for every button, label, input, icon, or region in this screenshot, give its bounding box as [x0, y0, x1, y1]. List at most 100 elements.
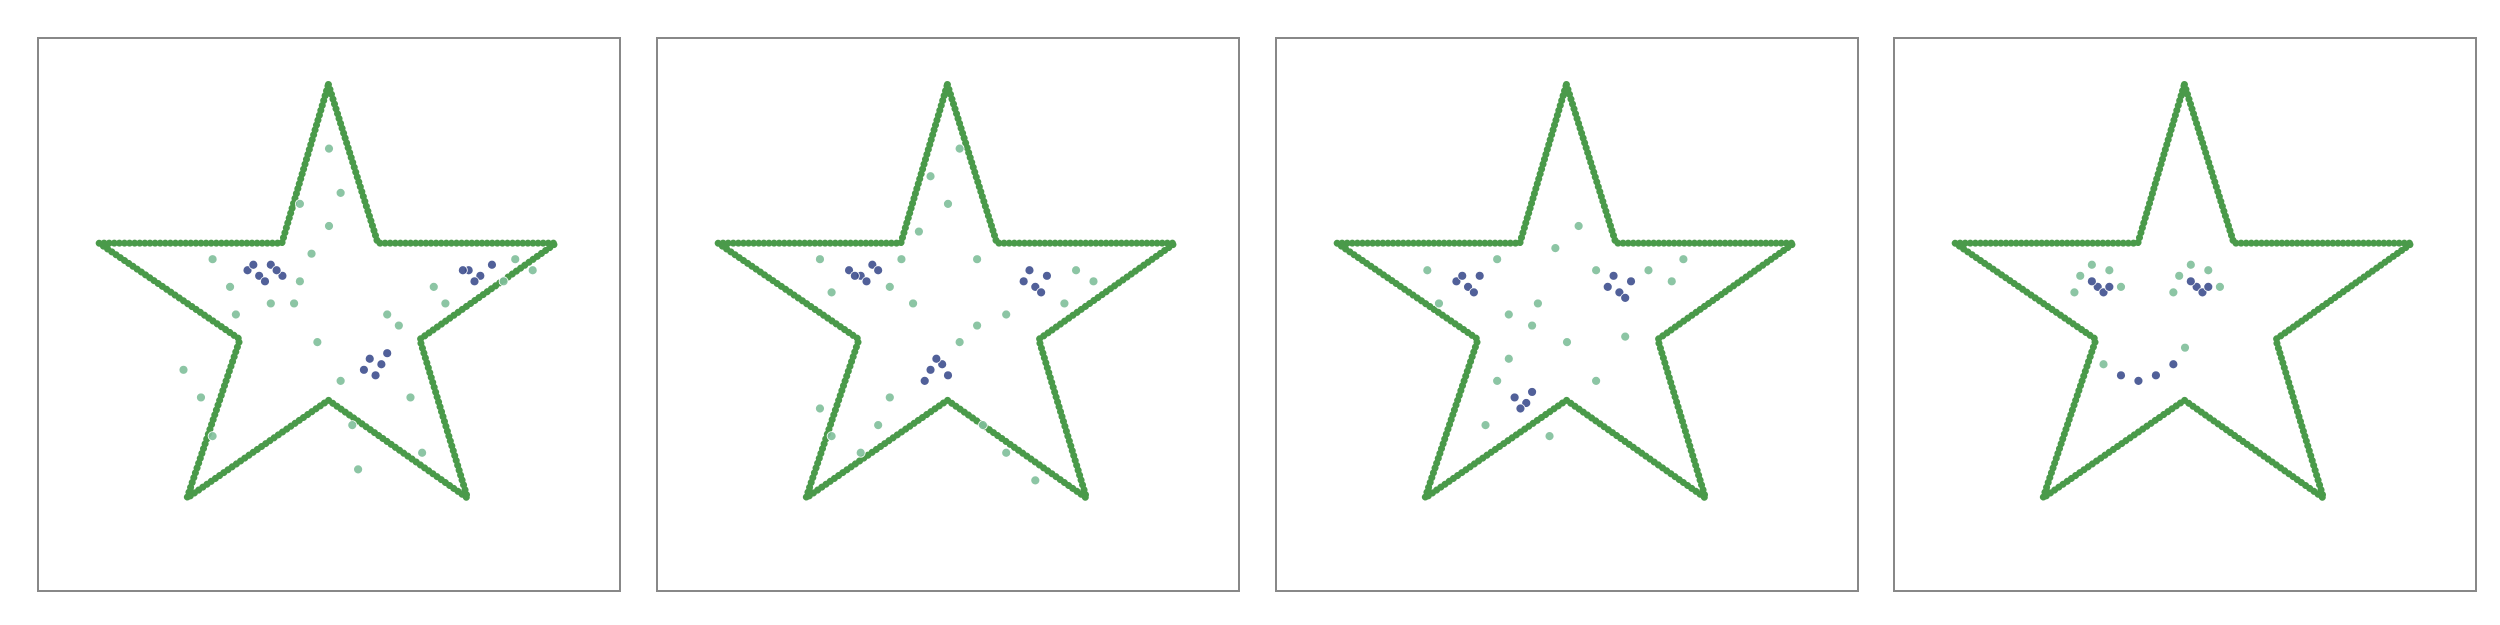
scatter-point — [271, 265, 282, 276]
scatter-point — [925, 171, 936, 182]
scatter-point — [306, 248, 317, 259]
scatter-point — [972, 254, 982, 265]
scatter-point — [2174, 270, 2185, 281]
scatter-point — [1643, 265, 1654, 276]
scatter-point — [2185, 276, 2196, 287]
scatter-point — [230, 309, 241, 320]
scatter-point — [289, 298, 299, 309]
scatter-point — [826, 287, 837, 298]
scatter-point — [884, 281, 895, 292]
scatter-point — [1620, 293, 1631, 303]
scatter-point — [861, 276, 872, 287]
scatter-point — [347, 420, 358, 431]
scatter-point — [1059, 298, 1070, 309]
scatter-point — [1608, 270, 1619, 281]
scatter-point — [2086, 259, 2097, 270]
star-outline — [95, 80, 560, 502]
scatter-point — [2185, 259, 2196, 270]
star-outline — [1333, 80, 1798, 502]
scatter-point — [1001, 309, 1012, 320]
scatter-point — [1527, 320, 1537, 331]
scatter-point — [919, 375, 930, 386]
scatter-point — [954, 143, 965, 154]
scatter-point — [312, 337, 323, 348]
scatter-point — [248, 259, 259, 270]
scatter-point — [2215, 281, 2225, 292]
scatter-point — [359, 364, 369, 375]
scatter-point — [1036, 287, 1047, 298]
scatter-point — [896, 254, 907, 265]
scatter-point — [1666, 276, 1677, 287]
scatter-point — [1533, 298, 1543, 309]
scatter-point — [1001, 447, 1012, 458]
scatter-point — [1527, 387, 1537, 397]
scatter-point — [1562, 337, 1572, 348]
scatter-point — [364, 353, 375, 364]
scatter-point — [931, 353, 942, 364]
scatter-point — [265, 298, 276, 309]
scatter-point — [393, 320, 404, 331]
panel-frame — [37, 37, 621, 592]
scatter-point — [884, 392, 895, 403]
scatter-point — [1024, 265, 1035, 276]
scatter-point — [849, 270, 860, 281]
scatter-point — [2116, 281, 2126, 292]
panel — [1893, 37, 2477, 592]
scatter-point — [1088, 276, 1099, 287]
scatter-point — [1620, 331, 1631, 342]
panel-frame — [1275, 37, 1859, 592]
scatter-point — [353, 464, 364, 475]
scatter-point — [908, 298, 918, 309]
scatter-point — [978, 420, 988, 431]
scatter-point — [2168, 359, 2179, 370]
scatter-point — [2104, 281, 2115, 292]
scatter-point — [527, 265, 538, 276]
scatter-point — [954, 337, 965, 348]
scatter-point — [2150, 370, 2161, 381]
scatter-point — [2168, 287, 2179, 298]
scatter-point — [196, 392, 206, 403]
panel — [656, 37, 1240, 592]
scatter-point — [1042, 270, 1052, 281]
scatter-point — [1422, 265, 1433, 276]
scatter-point — [1030, 475, 1041, 486]
scatter-point — [370, 370, 381, 381]
scatter-point — [207, 254, 218, 265]
scatter-point — [2133, 375, 2144, 386]
scatter-point — [2075, 270, 2086, 281]
scatter-point — [815, 403, 825, 414]
scatter-point — [405, 392, 416, 403]
scatter-point — [1480, 420, 1491, 431]
scatter-point — [1457, 270, 1468, 281]
scatter-point — [1503, 309, 1514, 320]
scatter-point — [1602, 281, 1613, 292]
scatter-point — [855, 447, 866, 458]
scatter-point — [1492, 375, 1503, 386]
scatter-point — [225, 281, 235, 292]
scatter-point — [207, 431, 218, 442]
scatter-point — [487, 259, 497, 270]
scatter-point — [1468, 287, 1479, 298]
panel — [37, 37, 621, 592]
scatter-point — [972, 320, 982, 331]
scatter-point — [1492, 254, 1503, 265]
scatter-point — [2098, 359, 2109, 370]
scatter-point — [2180, 342, 2190, 353]
scatter-point — [382, 309, 393, 320]
scatter-point — [2069, 287, 2080, 298]
scatter-point — [324, 221, 334, 231]
scatter-point — [498, 276, 509, 287]
scatter-point — [294, 276, 305, 287]
scatter-point — [382, 348, 393, 359]
scatter-point — [815, 254, 825, 265]
panel-frame — [1893, 37, 2477, 592]
scatter-point — [469, 276, 480, 287]
scatter-point — [417, 447, 428, 458]
scatter-point — [335, 187, 346, 198]
scatter-point — [510, 254, 521, 265]
scatter-point — [2203, 281, 2214, 292]
scatter-point — [914, 226, 924, 237]
star-outline — [1951, 80, 2416, 502]
scatter-point — [260, 276, 270, 287]
